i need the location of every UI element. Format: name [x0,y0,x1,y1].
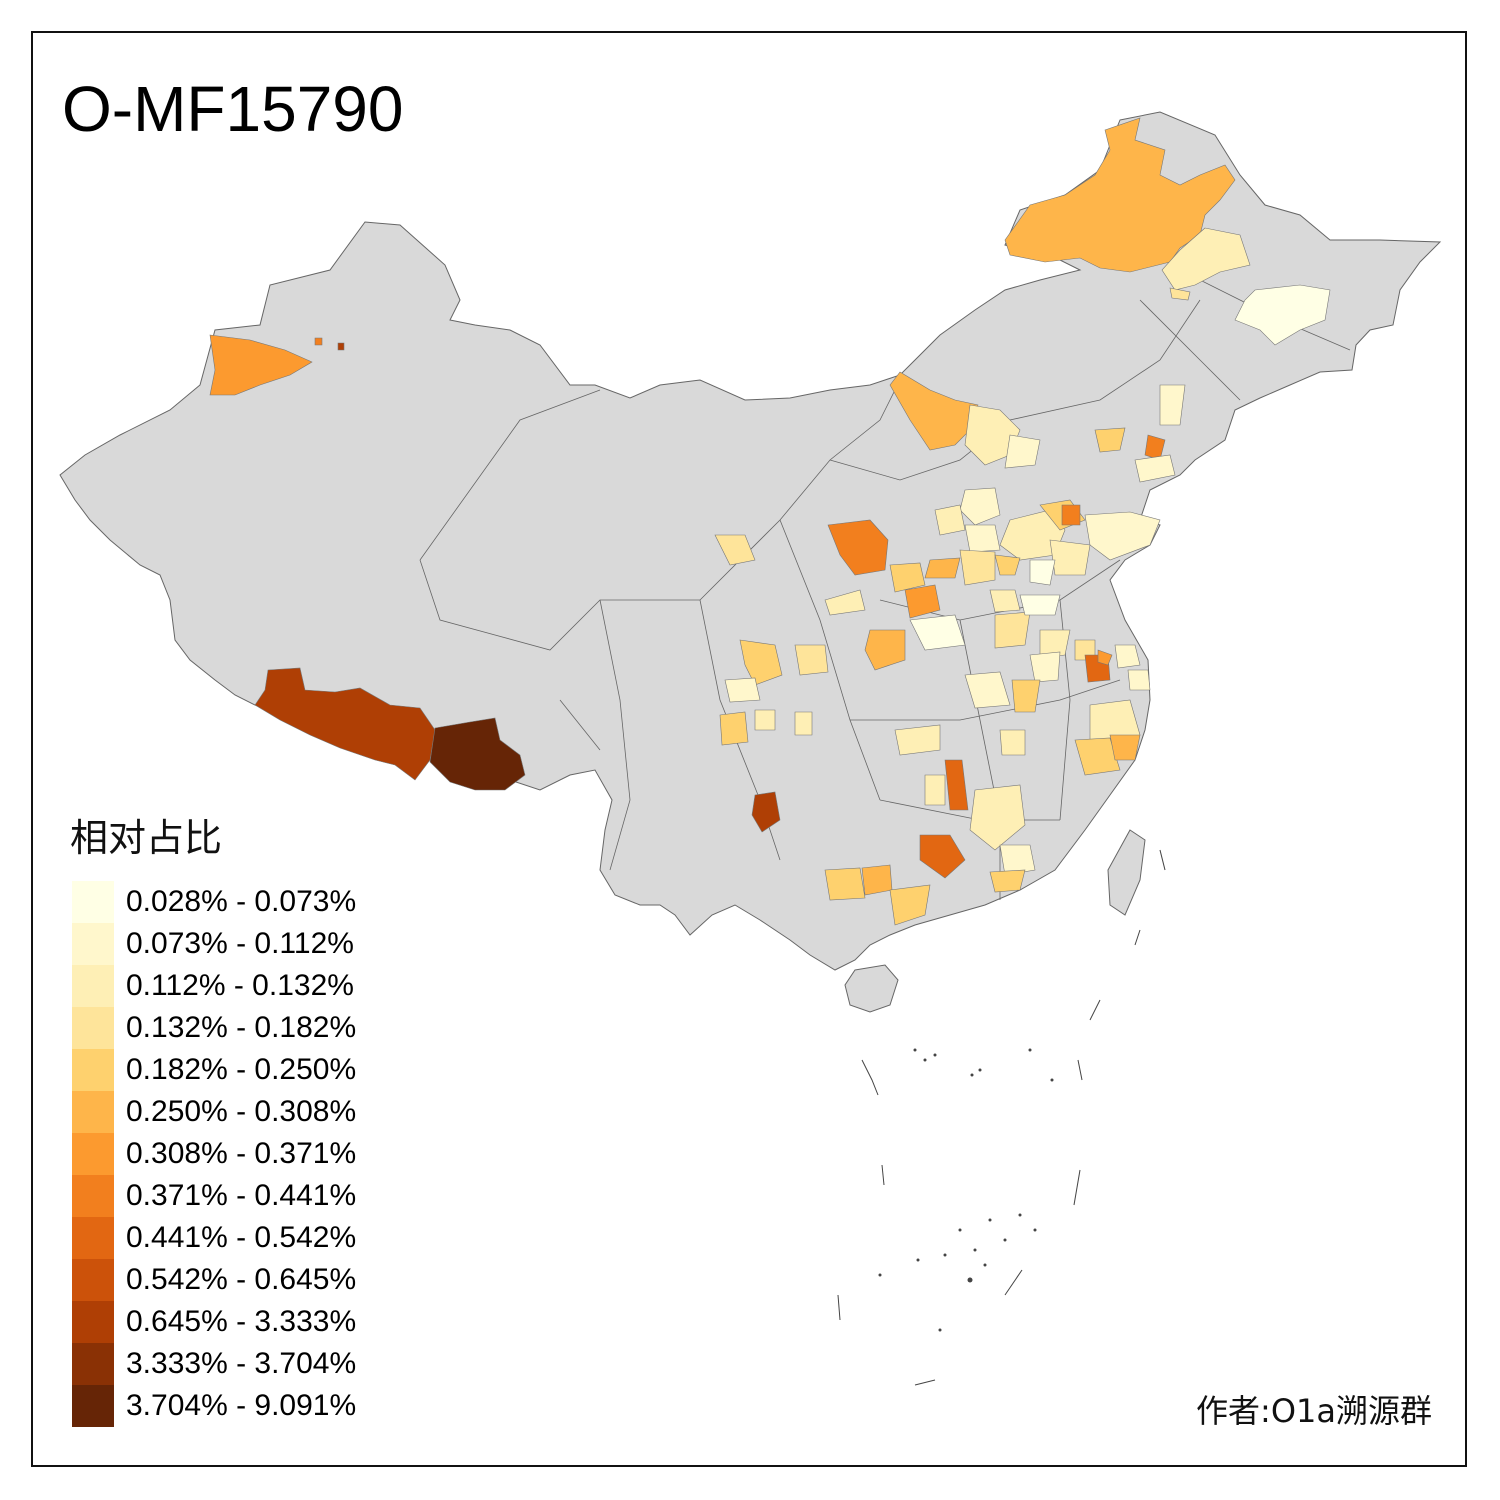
legend-label: 0.132% - 0.182% [126,1011,357,1044]
legend-swatch [72,1091,114,1133]
legend-item: 0.182% - 0.250% [70,1049,356,1091]
taiwan-outline [1107,829,1146,916]
legend-items: 0.028% - 0.073% 0.073% - 0.112% 0.112% - 0… [70,881,356,1427]
legend-swatch [72,965,114,1007]
legend-swatch [72,881,114,923]
legend: 相对占比 0.028% - 0.073% 0.073% - 0.112% 0.112… [70,815,356,1427]
legend-item: 0.132% - 0.182% [70,1007,356,1049]
legend-item: 0.645% - 3.333% [70,1301,356,1343]
legend-swatch [72,1217,114,1259]
legend-label: 0.371% - 0.441% [126,1179,357,1212]
legend-label: 0.028% - 0.073% [126,885,357,918]
legend-label: 0.308% - 0.371% [126,1137,357,1170]
legend-item: 0.112% - 0.132% [70,965,354,1007]
legend-label: 0.250% - 0.308% [126,1095,357,1128]
legend-item: 0.073% - 0.112% [70,923,354,965]
legend-swatch [72,1343,114,1385]
legend-label: 0.645% - 3.333% [126,1305,357,1338]
legend-label: 0.073% - 0.112% [126,927,354,960]
legend-label: 0.441% - 0.542% [126,1221,357,1254]
legend-swatch [72,1385,114,1427]
legend-label: 3.333% - 3.704% [126,1347,357,1380]
legend-item: 0.542% - 0.645% [70,1259,356,1301]
legend-label: 0.542% - 0.645% [126,1263,357,1296]
legend-label: 3.704% - 9.091% [126,1389,357,1422]
legend-item: 3.704% - 9.091% [70,1385,356,1427]
legend-item: 0.371% - 0.441% [70,1175,356,1217]
legend-item: 3.333% - 3.704% [70,1343,356,1385]
legend-item: 0.441% - 0.542% [70,1217,356,1259]
hainan-outline [844,964,899,1013]
island-dots [878,1048,1054,1332]
legend-swatch [72,923,114,965]
legend-swatch [72,1007,114,1049]
map-title: O-MF15790 [62,73,404,145]
legend-label: 0.182% - 0.250% [126,1053,357,1086]
legend-swatch [72,1259,114,1301]
legend-swatch [72,1133,114,1175]
legend-item: 0.028% - 0.073% [70,881,356,923]
legend-item: 0.308% - 0.371% [70,1133,356,1175]
legend-swatch [72,1049,114,1091]
colored-regions [209,117,1331,926]
legend-title: 相对占比 [70,816,223,860]
legend-swatch [72,1175,114,1217]
legend-item: 0.250% - 0.308% [70,1091,356,1133]
author-credit: 作者:O1a溯源群 [1196,1392,1432,1430]
legend-label: 0.112% - 0.132% [126,969,354,1002]
south-sea-islands [837,849,1166,1386]
legend-swatch [72,1301,114,1343]
